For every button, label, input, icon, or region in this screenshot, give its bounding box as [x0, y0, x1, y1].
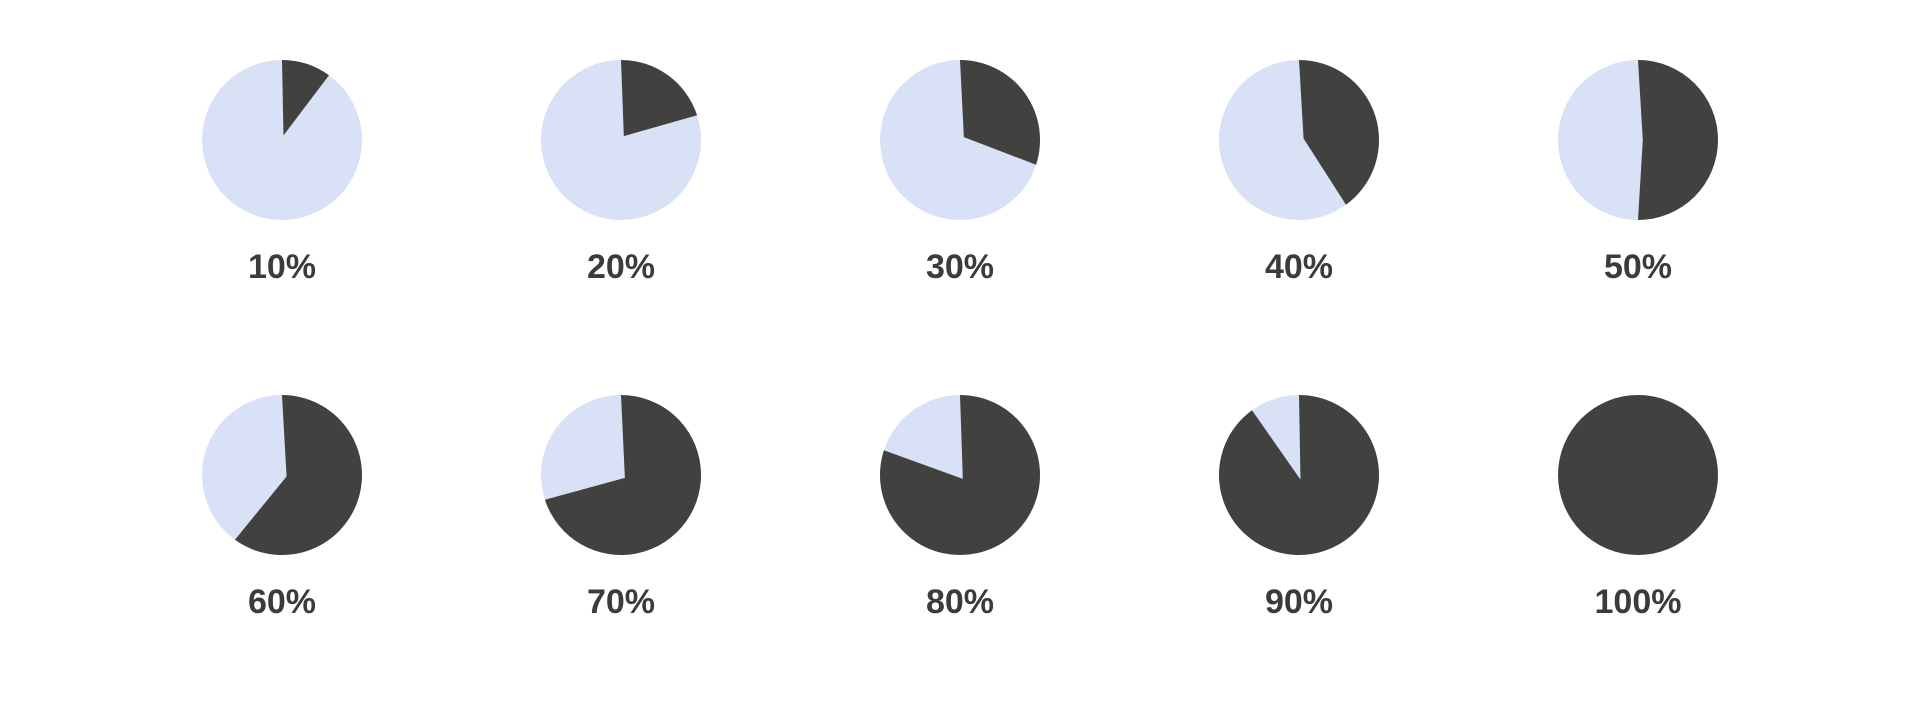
pie-slice [202, 60, 362, 220]
pie-slice [541, 60, 701, 220]
pie-chart-grid: 10% 20% 30% 40% 50% 60% [190, 60, 1730, 660]
pie-chart-90 [1219, 395, 1379, 555]
pie-item-30: 30% [868, 60, 1052, 325]
pie-slice [1219, 60, 1379, 220]
pie-item-20: 20% [529, 60, 713, 325]
pie-chart-30 [880, 60, 1040, 220]
pie-item-70: 70% [529, 395, 713, 660]
pie-slice [880, 395, 1040, 555]
pie-label: 50% [1604, 248, 1672, 287]
pie-label: 10% [248, 248, 316, 287]
pie-chart-80 [880, 395, 1040, 555]
pie-chart-70 [541, 395, 701, 555]
pie-chart-20 [541, 60, 701, 220]
pie-slice [1219, 395, 1379, 555]
pie-item-50: 50% [1546, 60, 1730, 325]
pie-label: 90% [1265, 583, 1333, 622]
pie-chart-10 [202, 60, 362, 220]
pie-item-90: 90% [1207, 395, 1391, 660]
pie-label: 20% [587, 248, 655, 287]
pie-item-60: 60% [190, 395, 374, 660]
pie-chart-50 [1558, 60, 1718, 220]
pie-slice [541, 395, 701, 555]
pie-label: 60% [248, 583, 316, 622]
pie-label: 80% [926, 583, 994, 622]
pie-label: 70% [587, 583, 655, 622]
pie-label: 30% [926, 248, 994, 287]
pie-slice [1558, 60, 1718, 220]
pie-label: 40% [1265, 248, 1333, 287]
pie-slice [880, 60, 1040, 220]
pie-label: 100% [1595, 583, 1682, 622]
pie-item-100: 100% [1546, 395, 1730, 660]
pie-item-80: 80% [868, 395, 1052, 660]
pie-item-10: 10% [190, 60, 374, 325]
pie-slice [1558, 395, 1718, 555]
pie-chart-60 [202, 395, 362, 555]
pie-slice [202, 395, 362, 555]
pie-item-40: 40% [1207, 60, 1391, 325]
pie-chart-100 [1558, 395, 1718, 555]
pie-chart-40 [1219, 60, 1379, 220]
